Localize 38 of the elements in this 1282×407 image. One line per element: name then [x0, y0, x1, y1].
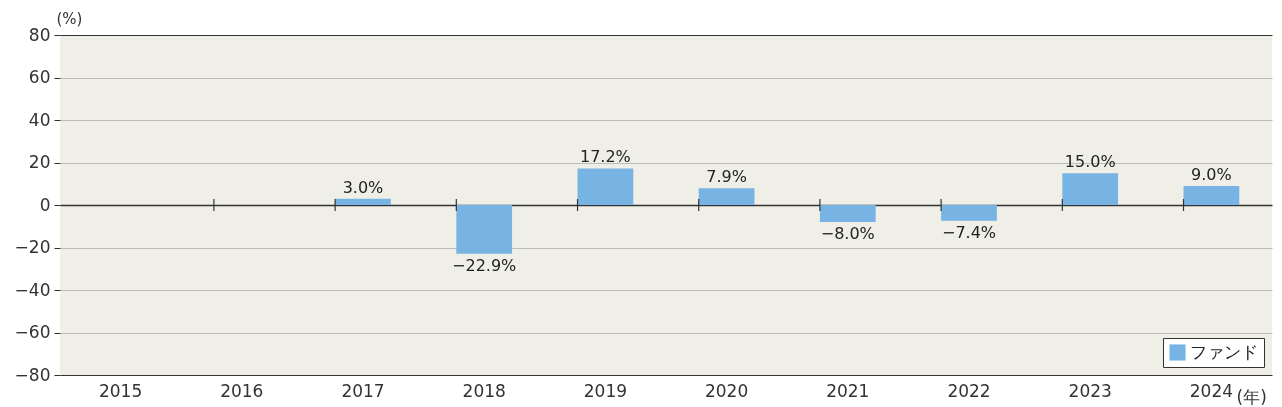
y-tick-label: −40	[14, 279, 51, 300]
x-tick-label: 2018	[462, 380, 506, 401]
bar	[941, 205, 997, 221]
data-label: 15.0%	[1064, 152, 1116, 172]
bar	[577, 168, 634, 205]
y-axis-title: (%)	[56, 9, 83, 28]
data-label: −8.0%	[820, 224, 875, 243]
x-tick-label: 2015	[98, 380, 143, 401]
data-label: 7.9%	[706, 167, 747, 187]
bar	[1183, 185, 1240, 205]
x-tick-label: 2022	[947, 380, 991, 401]
x-tick-label: 2023	[1068, 380, 1112, 401]
x-tick-label: 2024	[1189, 380, 1234, 401]
data-label: −7.4%	[941, 222, 997, 242]
y-tick-label: 60	[28, 67, 51, 87]
data-label: 9.0%	[1191, 164, 1232, 184]
bar	[819, 205, 876, 222]
y-tick-label: 80	[28, 24, 51, 45]
y-tick-label: −80	[14, 364, 51, 385]
x-axis-title: (年)	[1236, 386, 1267, 407]
y-tick-label: 20	[28, 152, 51, 172]
x-tick-label: 2016	[220, 380, 264, 401]
data-label: −22.9%	[452, 255, 517, 275]
y-tick-label: −20	[14, 237, 51, 257]
bar	[335, 198, 391, 205]
x-tick-label: 2021	[826, 380, 870, 401]
legend-label: ファンド	[1190, 341, 1258, 362]
data-label: 3.0%	[342, 177, 384, 197]
x-tick-label: 2019	[583, 380, 628, 401]
x-tick-label: 2020	[704, 380, 749, 401]
bar	[1062, 173, 1119, 205]
y-tick-label: 0	[39, 194, 51, 215]
y-tick-label: 40	[28, 109, 51, 130]
data-label: 17.2%	[579, 147, 631, 167]
y-tick-label: −60	[14, 322, 51, 342]
bar	[698, 188, 755, 205]
x-tick-label: 2017	[341, 380, 385, 401]
bar	[456, 205, 513, 254]
